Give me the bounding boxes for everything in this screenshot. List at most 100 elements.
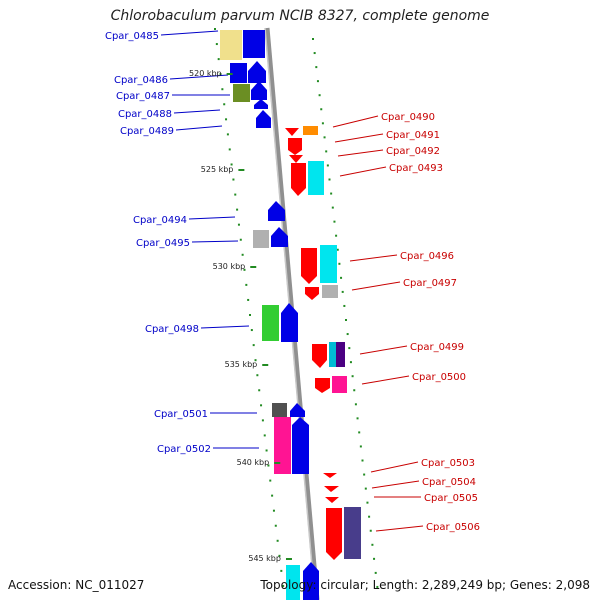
left-tick: [247, 298, 250, 301]
right-tick: [313, 52, 316, 55]
left-tick: [239, 238, 242, 241]
gene-arrow-cpar-0498b[interactable]: [281, 303, 298, 342]
gene-arrow-cpar-0490a[interactable]: [285, 128, 299, 136]
gene-arrow-cpar-0506a[interactable]: [326, 508, 342, 560]
gene-arrow-cpar-0487b[interactable]: [251, 81, 267, 100]
left-tick: [263, 434, 266, 437]
right-tick: [353, 389, 356, 392]
right-tick: [371, 543, 374, 546]
gene-arrow-cpar-0496a[interactable]: [301, 248, 317, 284]
right-tick: [359, 445, 362, 448]
gene-block-cpar-0497[interactable]: [322, 285, 338, 298]
gene-arrow-cpar-0491[interactable]: [288, 138, 302, 155]
left-tick: [228, 148, 231, 151]
gene-block-bottom-cyan[interactable]: [286, 565, 300, 600]
left-tick: [223, 103, 226, 106]
leader-line: [334, 133, 384, 143]
gene-block-cpar-0499[interactable]: [336, 342, 345, 367]
gene-block-cpar-0499c[interactable]: [329, 342, 336, 367]
gene-block-cpar-0493[interactable]: [308, 161, 324, 195]
gene-label-cpar-0505[interactable]: Cpar_0505: [424, 493, 478, 504]
gene-label-cpar-0488[interactable]: Cpar_0488: [118, 109, 172, 120]
right-tick: [351, 375, 354, 378]
leader-line: [370, 461, 419, 473]
gene-arrow-cpar-0486b[interactable]: [248, 61, 266, 83]
gene-arrow-cpar-0485b[interactable]: [243, 30, 265, 58]
gene-block-cpar-0500[interactable]: [332, 376, 347, 393]
gene-arrow-cpar-0505[interactable]: [325, 497, 339, 503]
gene-label-cpar-0492[interactable]: Cpar_0492: [386, 146, 440, 157]
left-tick: [278, 554, 281, 557]
left-tick: [272, 509, 275, 512]
right-tick: [368, 515, 371, 518]
gene-arrow-bottom-blue[interactable]: [303, 562, 319, 600]
gene-label-cpar-0489[interactable]: Cpar_0489: [120, 126, 174, 137]
gene-label-cpar-0498[interactable]: Cpar_0498: [145, 324, 199, 335]
gene-block-cpar-0501[interactable]: [272, 403, 287, 417]
gene-arrow-cpar-0495b[interactable]: [271, 227, 288, 247]
gene-arrow-cpar-0494[interactable]: [268, 201, 285, 221]
right-tick: [323, 136, 326, 139]
gene-block-cpar-0487[interactable]: [233, 84, 250, 102]
gene-arrow-cpar-0489[interactable]: [256, 110, 271, 128]
gene-label-cpar-0490[interactable]: Cpar_0490: [381, 112, 435, 123]
left-tick: [249, 314, 251, 316]
gene-label-cpar-0493[interactable]: Cpar_0493: [389, 163, 443, 174]
gene-block-cpar-0502[interactable]: [274, 417, 291, 474]
right-tick: [374, 571, 377, 574]
gene-label-cpar-0497[interactable]: Cpar_0497: [403, 278, 457, 289]
scale-tick: [285, 558, 292, 560]
gene-label-cpar-0486[interactable]: Cpar_0486: [114, 75, 168, 86]
gene-arrow-cpar-0500a[interactable]: [315, 378, 330, 393]
gene-block-cpar-0490[interactable]: [303, 126, 318, 135]
left-tick: [274, 524, 277, 527]
scale-label: 545 kbp: [248, 554, 281, 563]
gene-arrow-cpar-0492[interactable]: [289, 155, 303, 163]
gene-label-cpar-0487[interactable]: Cpar_0487: [116, 91, 170, 102]
accession-label: Accession: NC_011027: [8, 578, 145, 592]
left-tick: [243, 268, 246, 271]
gene-arrow-cpar-0499a[interactable]: [312, 344, 327, 368]
gene-arrow-cpar-0502b[interactable]: [292, 417, 309, 474]
gene-block-cpar-0485[interactable]: [220, 30, 242, 60]
right-tick: [345, 319, 347, 321]
map-title: Chlorobaculum parvum NCIB 8327, complete…: [110, 8, 490, 24]
gene-label-cpar-0503[interactable]: Cpar_0503: [421, 458, 475, 469]
gene-label-cpar-0495[interactable]: Cpar_0495: [136, 238, 190, 249]
gene-label-cpar-0500[interactable]: Cpar_0500: [412, 372, 466, 383]
gene-arrow-cpar-0501b[interactable]: [290, 403, 305, 417]
leader-line: [169, 74, 229, 80]
gene-label-cpar-0485[interactable]: Cpar_0485: [105, 31, 159, 42]
gene-label-cpar-0501[interactable]: Cpar_0501: [154, 409, 208, 420]
left-tick: [241, 253, 244, 256]
scale-tick: [250, 266, 257, 268]
gene-block-cpar-0498[interactable]: [262, 305, 279, 341]
right-tick: [373, 557, 376, 560]
right-tick: [325, 150, 328, 153]
gene-label-cpar-0506[interactable]: Cpar_0506: [426, 522, 480, 533]
gene-arrow-cpar-0497a[interactable]: [305, 287, 319, 300]
gene-block-cpar-0486[interactable]: [230, 63, 247, 83]
gene-block-cpar-0506[interactable]: [344, 507, 361, 559]
gene-label-cpar-0499[interactable]: Cpar_0499: [410, 342, 464, 353]
gene-arrow-cpar-0504[interactable]: [324, 486, 339, 492]
gene-label-cpar-0491[interactable]: Cpar_0491: [386, 130, 440, 141]
gene-label-cpar-0504[interactable]: Cpar_0504: [422, 477, 476, 488]
gene-block-cpar-0495[interactable]: [253, 230, 269, 248]
gene-block-cpar-0496[interactable]: [320, 245, 337, 283]
scale-label: 535 kbp: [225, 360, 258, 369]
gene-label-cpar-0496[interactable]: Cpar_0496: [400, 251, 454, 262]
right-tick: [328, 178, 331, 181]
gene-label-cpar-0494[interactable]: Cpar_0494: [133, 215, 187, 226]
gene-label-cpar-0502[interactable]: Cpar_0502: [157, 444, 211, 455]
left-tick: [232, 178, 235, 181]
left-tick: [280, 569, 283, 572]
right-tick: [340, 276, 343, 279]
gene-arrow-cpar-0503[interactable]: [323, 473, 337, 478]
right-tick: [316, 80, 319, 83]
leader-line: [351, 281, 401, 291]
right-tick: [364, 487, 367, 490]
gene-arrow-cpar-0488[interactable]: [254, 99, 268, 109]
gene-arrow-cpar-0493a[interactable]: [291, 163, 306, 196]
